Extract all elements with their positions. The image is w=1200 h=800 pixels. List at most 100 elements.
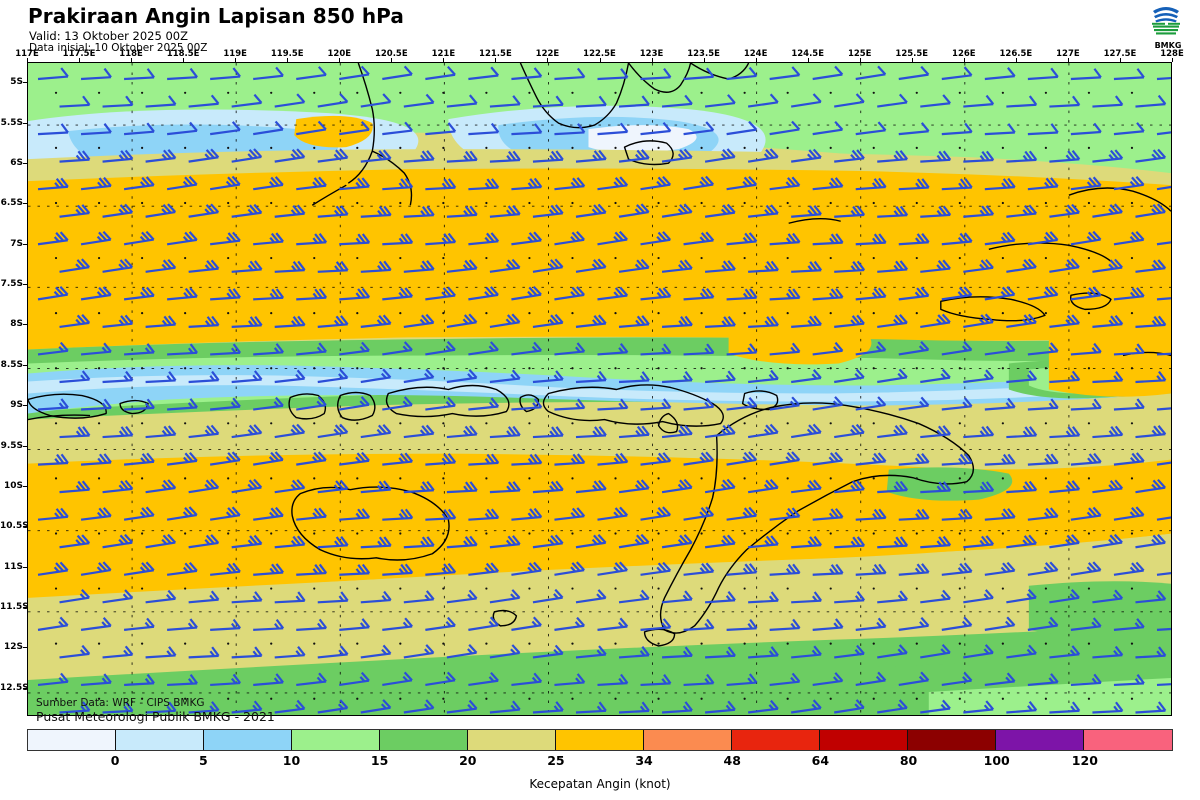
colorbar-segment[interactable]	[644, 730, 732, 750]
grid-point-marker	[54, 532, 58, 535]
colorbar-segment[interactable]	[380, 730, 468, 750]
grid-point-marker	[313, 477, 316, 480]
colorbar[interactable]	[27, 729, 1173, 751]
grid-point-marker	[97, 367, 101, 370]
longitude-tick-label: 124.5E	[791, 49, 825, 59]
valid-time-label: Valid: 13 Oktober 2025 00Z	[29, 29, 188, 43]
grid-point-marker	[1087, 422, 1091, 425]
grid-point-marker	[1087, 587, 1091, 590]
grid-point-marker	[184, 642, 187, 645]
grid-point-marker	[399, 312, 402, 315]
grid-point-marker	[442, 532, 445, 535]
grid-point-marker	[700, 91, 703, 94]
grid-point-marker	[872, 256, 875, 260]
grid-point-marker	[614, 146, 617, 149]
colorbar-segment[interactable]	[468, 730, 556, 750]
grid-point-marker	[872, 642, 875, 645]
grid-point-marker	[54, 146, 58, 149]
grid-point-marker	[657, 697, 660, 700]
grid-point-marker	[399, 697, 402, 700]
grid-point-marker	[915, 642, 918, 645]
grid-point-marker	[743, 477, 746, 480]
grid-point-marker	[829, 587, 832, 590]
grid-point-marker	[743, 312, 746, 315]
grid-point-marker	[97, 587, 101, 590]
grid-point-marker	[1130, 477, 1134, 480]
grid-point-marker	[700, 422, 703, 425]
grid-point-marker	[786, 367, 789, 370]
longitude-tick-label: 122.5E	[583, 49, 616, 59]
grid-point-marker	[442, 256, 445, 260]
map-canvas[interactable]	[27, 62, 1172, 716]
colorbar-tick-label: 5	[198, 753, 208, 768]
grid-point-marker	[528, 532, 531, 535]
longitude-tick-label: 122E	[535, 49, 560, 59]
grid-point-marker	[786, 587, 789, 590]
colorbar-segment[interactable]	[996, 730, 1084, 750]
grid-point-marker	[829, 312, 832, 315]
grid-point-marker	[958, 532, 961, 535]
grid-point-marker	[485, 312, 488, 315]
grid-point-marker	[227, 697, 230, 700]
grid-point-marker	[356, 422, 359, 425]
grid-point-marker	[356, 697, 359, 700]
latitude-tick-label: 10.5S	[0, 521, 29, 532]
grid-point-marker	[227, 146, 230, 149]
colorbar-segment[interactable]	[908, 730, 996, 750]
grid-point-marker	[1087, 146, 1091, 149]
grid-point-marker	[1087, 532, 1091, 535]
longitude-tick-mark	[1015, 58, 1017, 62]
grid-point-marker	[786, 312, 789, 315]
grid-point-marker	[1044, 587, 1047, 590]
grid-point-marker	[829, 367, 832, 370]
grid-point-marker	[571, 146, 574, 149]
colorbar-segment[interactable]	[292, 730, 380, 750]
grid-point-marker	[872, 532, 875, 535]
grid-point-marker	[571, 91, 574, 94]
colorbar-segment[interactable]	[732, 730, 820, 750]
grid-point-marker	[97, 642, 101, 645]
grid-point-marker	[571, 201, 574, 205]
map-inner	[28, 63, 1171, 715]
grid-point-marker	[97, 201, 101, 205]
colorbar-segment[interactable]	[28, 730, 116, 750]
grid-point-marker	[829, 91, 832, 94]
grid-point-marker	[700, 201, 703, 205]
grid-point-marker	[1044, 642, 1047, 645]
grid-point-marker	[184, 146, 187, 149]
latitude-tick-label: 12.5S	[0, 682, 29, 693]
colorbar-title: Kecepatan Angin (knot)	[529, 777, 671, 791]
colorbar-segment[interactable]	[1084, 730, 1172, 750]
grid-point-marker	[54, 256, 58, 260]
colorbar-tick-label: 0	[110, 753, 120, 768]
longitude-tick-mark	[79, 58, 81, 62]
colorbar-segment[interactable]	[820, 730, 908, 750]
grid-point-marker	[1130, 312, 1134, 315]
grid-point-marker	[571, 367, 574, 370]
grid-point-marker	[227, 91, 230, 94]
grid-point-marker	[97, 256, 101, 260]
longitude-tick-label: 118.5E	[166, 49, 200, 59]
grid-point-marker	[700, 367, 703, 370]
longitude-tick-mark	[1172, 58, 1173, 62]
longitude-tick-mark	[599, 58, 601, 62]
grid-point-marker	[915, 91, 918, 94]
grid-point-marker	[528, 587, 531, 590]
grid-point-marker	[743, 256, 746, 260]
grid-point-marker	[270, 477, 273, 480]
grid-point-marker	[184, 201, 187, 205]
grid-point-marker	[915, 697, 918, 700]
latitude-tick-mark	[23, 364, 28, 366]
colorbar-segment[interactable]	[116, 730, 204, 750]
colorbar-segment[interactable]	[556, 730, 644, 750]
grid-point-marker	[54, 201, 58, 205]
grid-point-marker	[485, 91, 488, 94]
grid-point-marker	[958, 477, 961, 480]
colorbar-segment[interactable]	[204, 730, 292, 750]
latitude-tick-mark	[23, 405, 28, 407]
grid-point-marker	[54, 587, 58, 590]
grid-point-marker	[1087, 642, 1091, 645]
grid-point-marker	[829, 642, 832, 645]
grid-point-marker	[485, 146, 488, 149]
grid-point-marker	[829, 201, 832, 205]
